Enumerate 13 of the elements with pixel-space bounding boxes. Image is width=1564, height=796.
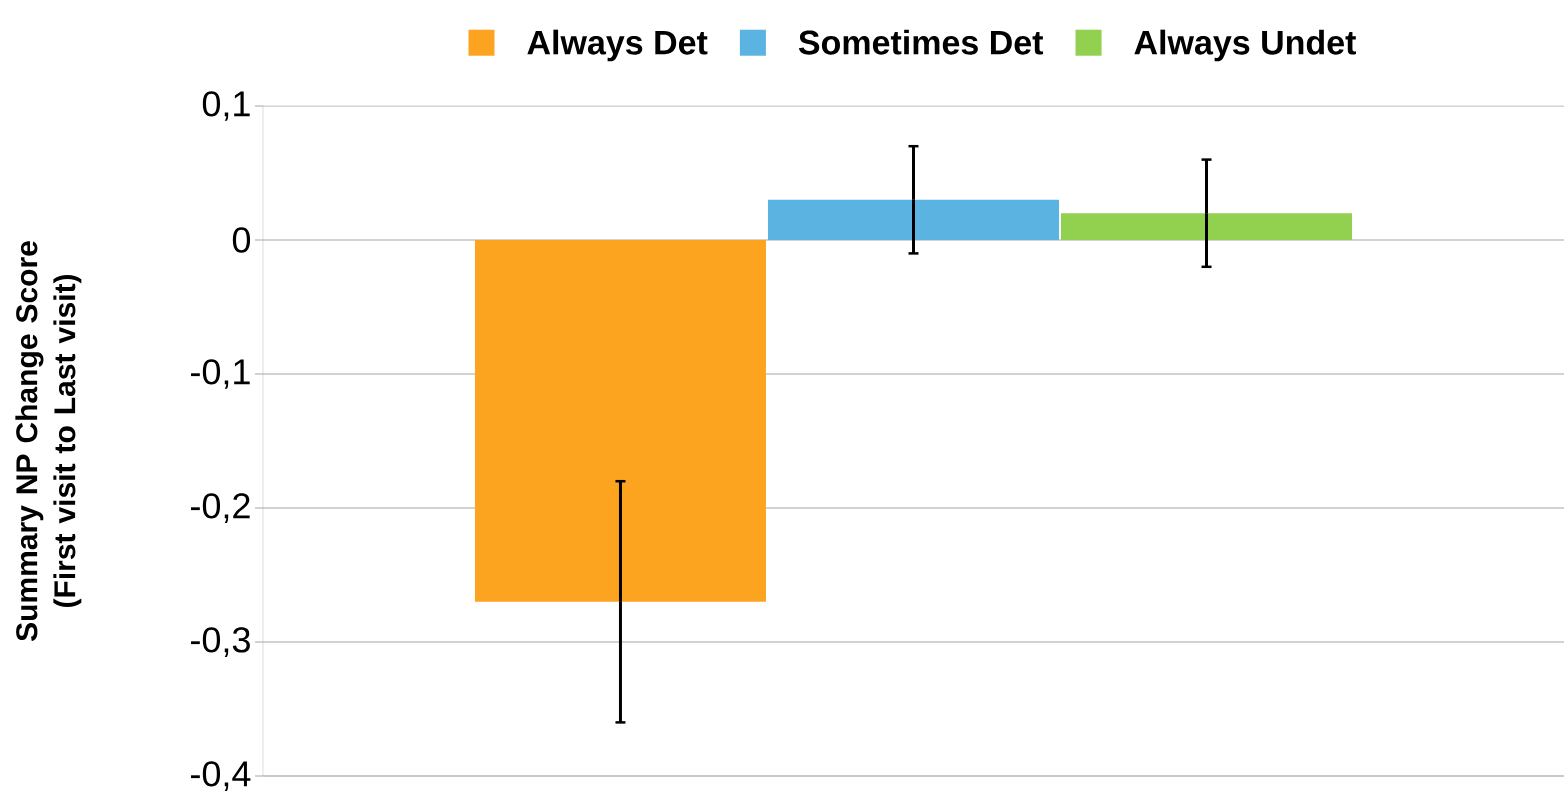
bar — [1061, 213, 1353, 240]
y-tick-label: -0,1 — [191, 359, 250, 389]
legend-label: Sometimes Det — [798, 29, 1044, 55]
legend-label: Always Det — [527, 29, 708, 62]
y-axis-title: Summary NP Change Score (First visit to Last visit) — [15, 241, 82, 642]
bar — [474, 240, 766, 602]
y-tick-label: -0,3 — [191, 627, 250, 657]
y-tick-label: -0,2 — [191, 493, 250, 523]
y-tick-label: -0,4 — [191, 761, 251, 791]
y-tick-label: 0,1 — [202, 91, 250, 121]
bar — [767, 199, 1059, 240]
y-tick-label: 0 — [232, 227, 251, 253]
legend-label: Always Undet — [1134, 29, 1357, 62]
